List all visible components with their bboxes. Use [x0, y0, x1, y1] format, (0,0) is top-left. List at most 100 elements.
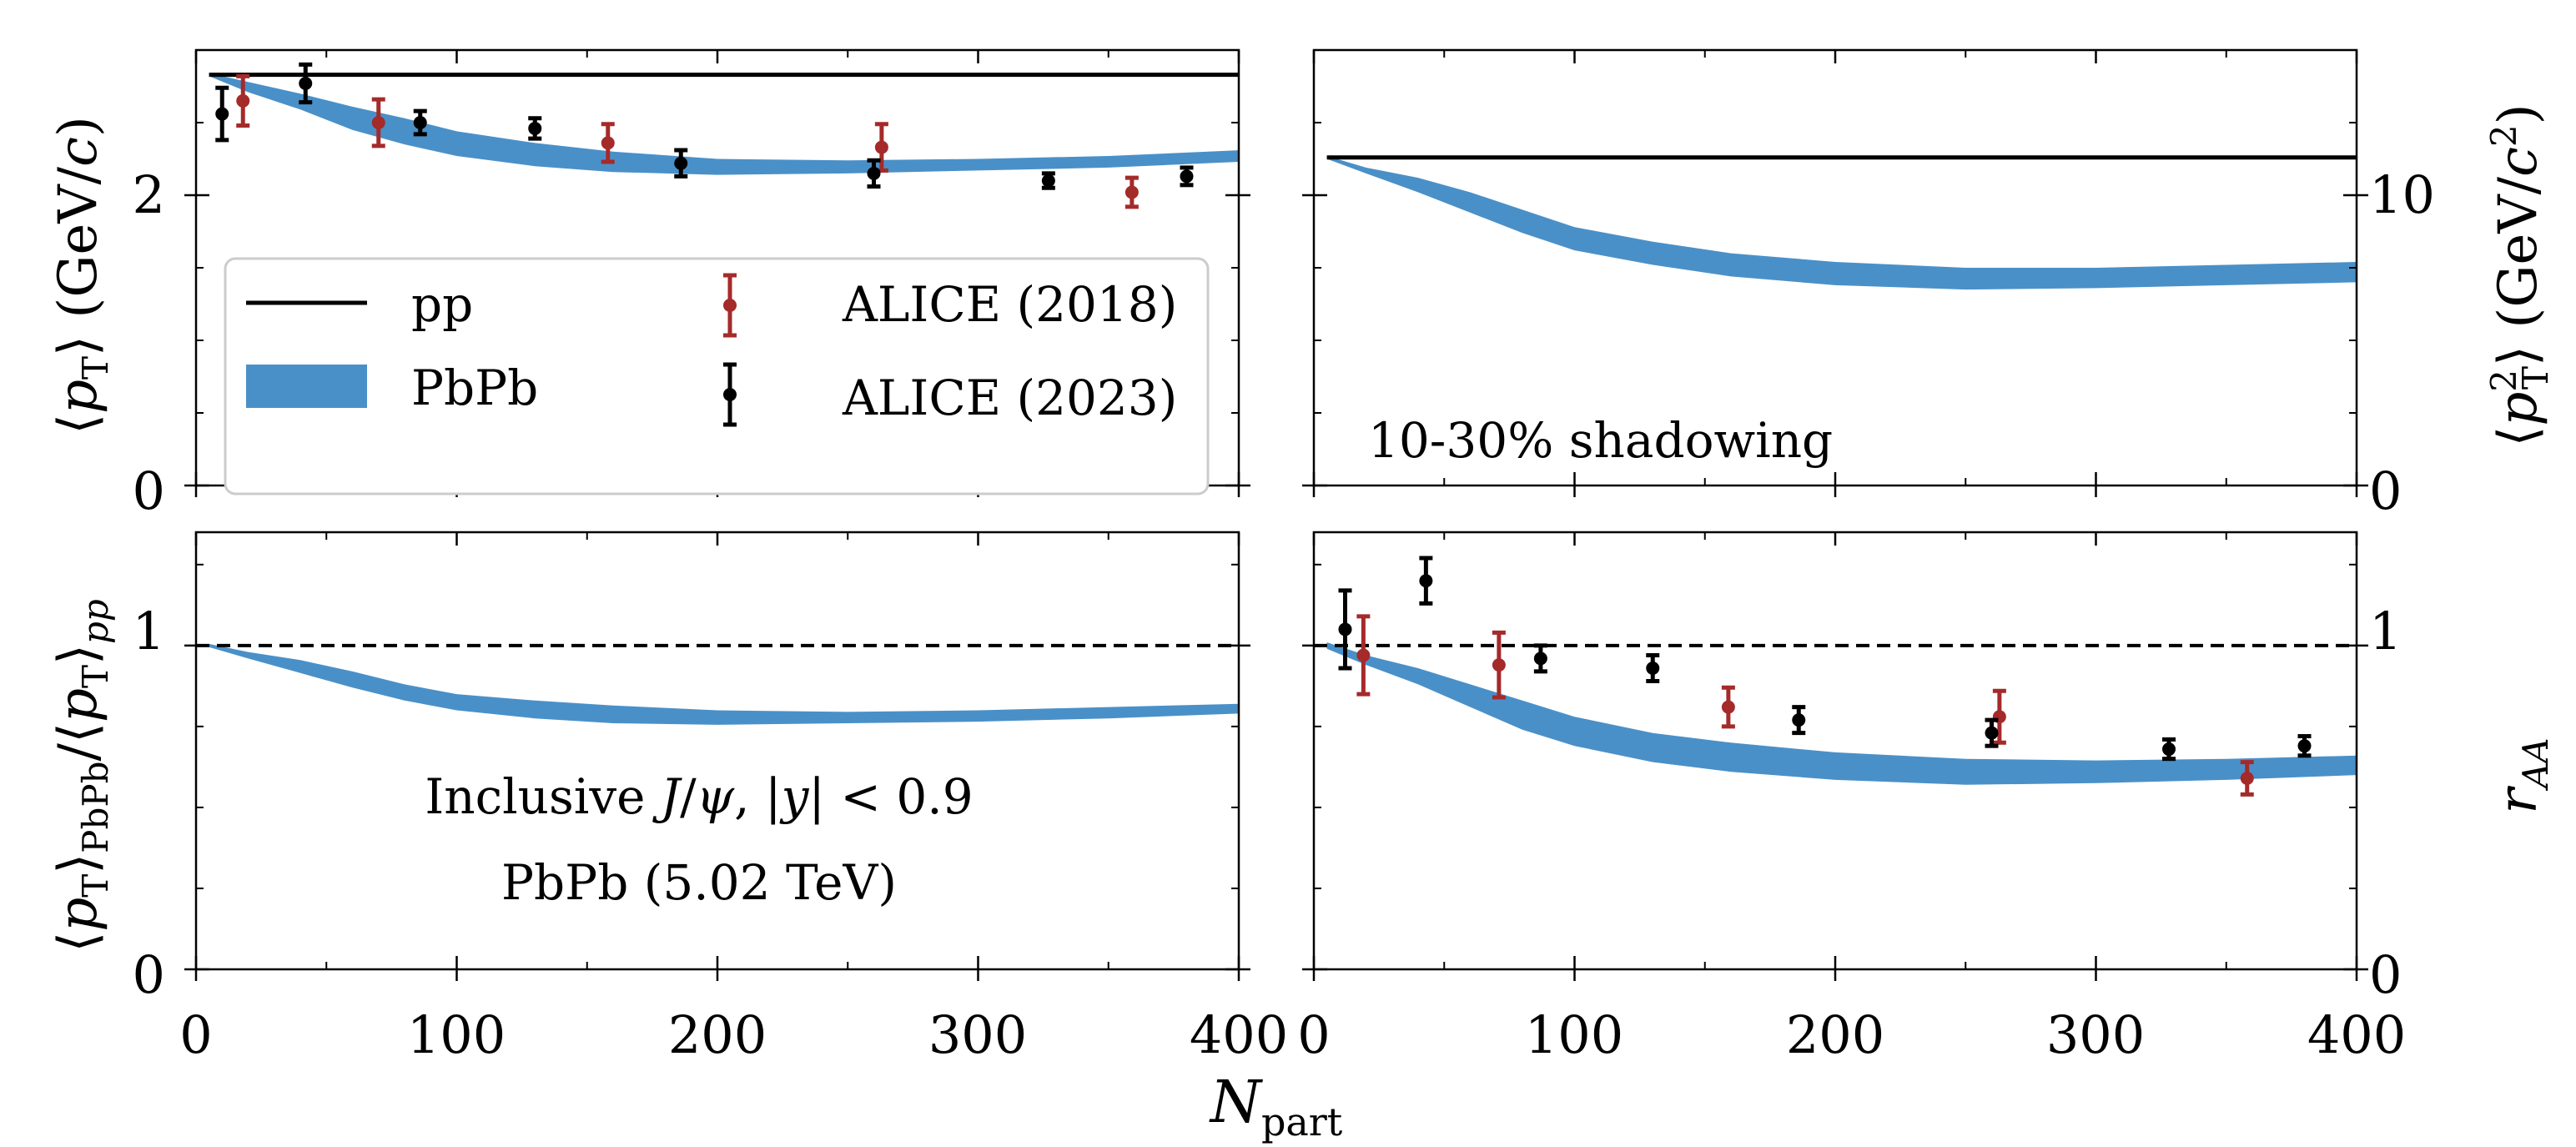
alice2018-marker: [1721, 700, 1735, 714]
alice2023-point-3: [1646, 652, 1660, 684]
alice2023-marker: [674, 156, 688, 170]
y-axis-label-right: rAA: [2488, 737, 2556, 813]
y-tick-label-1: 1: [2369, 601, 2402, 662]
panel-bottom-right: 0 1 0 100 200 300 400 rAA: [1297, 531, 2556, 1065]
legend-alice2023-marker: [723, 362, 737, 427]
y-tick-label-10: 10: [2369, 164, 2435, 225]
points-layer: [215, 62, 1194, 209]
alice2018-marker: [1492, 658, 1506, 672]
alice2023-marker: [2297, 739, 2312, 753]
alice2018-marker: [601, 136, 615, 150]
alice2023-marker: [867, 166, 881, 180]
alice2023-marker: [1180, 169, 1194, 184]
shadowing-annotation: 10-30% shadowing: [1368, 412, 1833, 469]
y-tick-label-0: 0: [2369, 944, 2402, 1005]
x-tick-label-400: 400: [2307, 1004, 2406, 1065]
x-tick-label-100: 100: [1525, 1004, 1623, 1065]
alice2023-marker: [1533, 651, 1547, 666]
ticks: [1302, 50, 2368, 497]
alice2018-marker: [1124, 185, 1139, 199]
legend-pbpb-band-sample: [246, 365, 367, 408]
annotation-collision-system: PbPb (5.02 TeV): [501, 854, 897, 911]
ticks: [184, 532, 1250, 981]
alice2018-marker: [371, 116, 385, 129]
y-tick-label-0: 0: [2369, 460, 2402, 521]
alice2018-point-1: [371, 97, 385, 148]
y-axis-label-right: ⟨p2T⟩ (GeV/c2): [2483, 103, 2556, 446]
alice2023-point-2: [1533, 643, 1547, 674]
alice2018-point-0: [236, 73, 250, 128]
x-tick-label-0: 0: [179, 1004, 212, 1065]
alice2023-marker: [215, 107, 229, 121]
legend-label-pp: pp: [411, 276, 473, 333]
pbpb-band: [209, 643, 1240, 725]
panel-top-right: 0 10 10-30% shadowing ⟨p2T⟩ (GeV/c2): [1302, 48, 2556, 521]
alice2023-point-1: [299, 62, 313, 105]
alice2023-point-0: [215, 85, 229, 143]
alice2023-point-6: [2162, 737, 2176, 762]
pbpb-band: [1326, 156, 2357, 290]
band-layer: [209, 73, 1240, 175]
x-tick-label-300: 300: [2046, 1004, 2145, 1065]
alice2023-marker: [413, 116, 427, 129]
annotation-inclusive-jpsi: Inclusive J/ψ, |y| < 0.9: [425, 768, 973, 825]
alice2018-point-3: [874, 122, 888, 173]
alice2018-point-2: [601, 122, 615, 164]
alice2023-point-5: [1985, 717, 1999, 748]
x-tick-label-300: 300: [928, 1004, 1027, 1065]
x-tick-label-200: 200: [668, 1004, 767, 1065]
y-axis-label: ⟨pT⟩ (GeV/c): [48, 116, 116, 435]
alice2023-point-3: [528, 116, 542, 141]
band-layer: [209, 643, 1240, 725]
alice2023-point-4: [674, 148, 688, 179]
alice2023-point-7: [2297, 734, 2312, 758]
band-layer: [1326, 642, 2357, 785]
y-axis-label: ⟨pT⟩PbPb/⟨pT⟩pp: [48, 599, 116, 952]
y-tick-label-0: 0: [133, 460, 165, 521]
alice2018-marker: [874, 140, 888, 154]
legend-label-pbpb: PbPb: [411, 360, 538, 416]
y-tick-label-1: 1: [133, 601, 165, 662]
pbpb-band: [209, 73, 1240, 175]
alice2018-point-4: [2240, 760, 2254, 797]
points-layer: [1338, 556, 2312, 797]
alice2023-point-2: [413, 108, 427, 137]
alice2018-point-2: [1721, 685, 1735, 729]
x-axis-label: Npart: [1209, 1068, 1343, 1144]
alice2018-point-4: [1124, 175, 1139, 209]
panel-bottom-left: 0 1 0 100 200 300 400 Inclusive J/ψ, |y|…: [48, 531, 1288, 1065]
band-layer: [1326, 156, 2357, 290]
alice2023-point-0: [1338, 588, 1352, 671]
alice2023-point-7: [1180, 165, 1194, 188]
x-tick-label-200: 200: [1786, 1004, 1884, 1065]
alice2023-point-5: [867, 158, 881, 189]
alice2018-point-1: [1492, 630, 1506, 700]
legend: pp PbPb ALICE (2018) ALICE (2023): [224, 257, 1210, 496]
alice2023-marker: [2162, 742, 2176, 757]
alice2023-marker: [1041, 174, 1055, 188]
alice2018-marker: [1356, 648, 1371, 662]
alice2018-marker: [2240, 771, 2254, 785]
alice2023-marker: [1646, 662, 1660, 676]
x-tick-label-400: 400: [1190, 1004, 1288, 1065]
alice2023-marker: [299, 77, 313, 91]
legend-label-alice2018: ALICE (2018): [842, 276, 1177, 333]
y-tick-label-0: 0: [133, 944, 165, 1005]
legend-label-alice2023: ALICE (2023): [842, 370, 1177, 426]
alice2018-point-0: [1356, 614, 1371, 697]
alice2023-marker: [1792, 713, 1806, 727]
alice2023-point-6: [1041, 171, 1055, 190]
ticks: [1302, 532, 2368, 981]
x-tick-label-100: 100: [407, 1004, 506, 1065]
panel-top-left: 0 2 ⟨pT⟩ (GeV/c) pp PbPb ALICE (2018): [48, 48, 1250, 521]
legend-box: [224, 257, 1210, 496]
alice2023-marker: [1338, 622, 1352, 636]
pbpb-band: [1326, 642, 2357, 785]
plot-frame: [1312, 531, 2358, 971]
alice2023-marker: [1419, 574, 1433, 588]
alice2018-marker: [236, 93, 250, 108]
legend-alice2018-marker: [723, 273, 737, 338]
alice2023-marker: [528, 121, 542, 135]
alice2023-point-1: [1419, 556, 1433, 606]
